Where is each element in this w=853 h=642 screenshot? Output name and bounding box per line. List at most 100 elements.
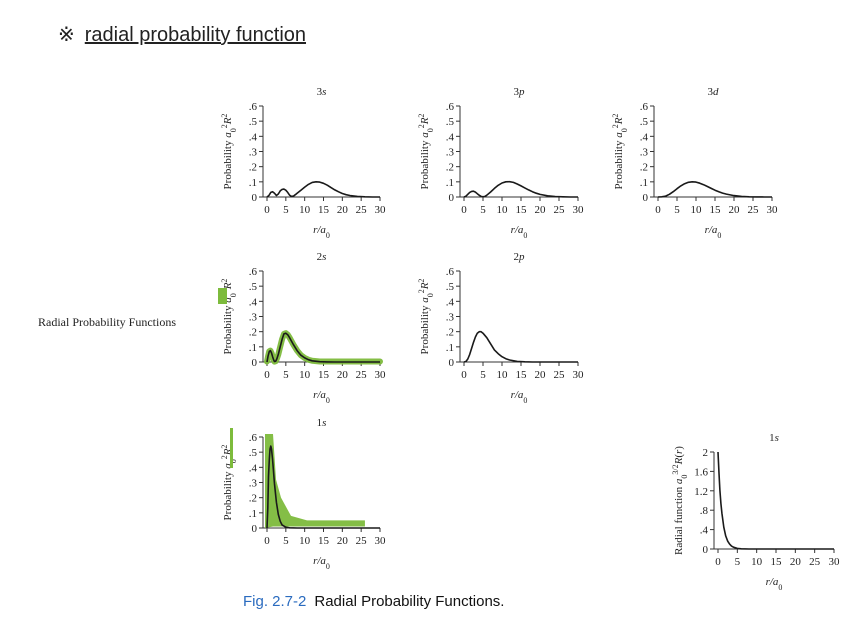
highlight-2s-curve <box>264 330 383 365</box>
y-axis-label: Probability a02R2 <box>417 279 435 355</box>
y-tick-label: .5 <box>249 281 258 293</box>
x-tick-label: 25 <box>748 204 760 216</box>
y-tick-label: 0 <box>252 523 258 535</box>
x-tick-label: 0 <box>264 369 270 381</box>
x-tick-label: 20 <box>535 369 547 381</box>
x-tick-label: 5 <box>283 204 289 216</box>
x-tick-label: 10 <box>751 556 763 568</box>
x-tick-label: 5 <box>480 204 486 216</box>
y-tick-label: .4 <box>640 131 649 143</box>
y-tick-label: .1 <box>640 177 648 189</box>
reference-mark-icon: ※ <box>58 24 75 46</box>
x-tick-label: 0 <box>715 556 721 568</box>
y-tick-label: .3 <box>249 147 258 159</box>
x-axis-label: r/a0 <box>511 389 528 405</box>
x-tick-label: 30 <box>375 535 387 547</box>
chart-title: 3p <box>514 86 526 98</box>
page-heading: ※ radial probability function <box>58 22 306 47</box>
caption-figure-number: Fig. 2.7-2 <box>243 593 307 610</box>
highlight-1s-region <box>265 433 365 528</box>
y-tick-label: .4 <box>249 296 258 308</box>
y-tick-label: .4 <box>446 131 455 143</box>
y-tick-label: .3 <box>446 312 455 324</box>
x-tick-label: 20 <box>729 204 741 216</box>
y-tick-label: 0 <box>643 192 649 204</box>
series-line-3p <box>463 180 578 198</box>
x-tick-label: 15 <box>516 204 528 216</box>
chart-2p-4: 0 5 10 15 20 25 30 0 .1 .2 .3 .4 .5 .6 2p r/a0 Probabili… <box>417 251 585 405</box>
chart-2s-3: 0 5 10 15 20 25 30 0 .1 .2 .3 .4 .5 .6 2s r/a0 Probabili… <box>218 251 386 405</box>
y-axis-label: Probability a02R2 <box>417 114 435 190</box>
y-axis-label: Probability a02R2 <box>220 114 238 190</box>
x-tick-label: 20 <box>337 535 349 547</box>
y-tick-label: .5 <box>640 116 649 128</box>
y-tick-label: .3 <box>249 312 258 324</box>
y-tick-label: 0 <box>449 357 455 369</box>
series-line-2p <box>463 330 578 363</box>
x-tick-label: 10 <box>497 369 509 381</box>
x-tick-label: 5 <box>480 369 486 381</box>
series-line-1s <box>266 445 380 529</box>
chart-title: 2s <box>317 251 327 263</box>
y-tick-label: .2 <box>249 493 257 505</box>
y-tick-label: .8 <box>700 505 709 517</box>
caption-text: Radial Probability Functions. <box>314 593 505 610</box>
y-tick-label: .1 <box>446 342 454 354</box>
x-tick-label: 0 <box>655 204 661 216</box>
x-axis-label: r/a0 <box>313 389 330 405</box>
highlight-1s-label-mark <box>230 428 233 468</box>
series-line-3d <box>657 181 772 198</box>
x-axis-label: r/a0 <box>313 555 330 571</box>
y-tick-label: .5 <box>249 116 258 128</box>
x-tick-label: 30 <box>573 204 585 216</box>
x-tick-label: 5 <box>283 535 289 547</box>
y-tick-label: .6 <box>446 266 455 278</box>
y-tick-label: .1 <box>446 177 454 189</box>
y-tick-label: 2 <box>703 447 709 459</box>
y-axis-label: Probability a02R2 <box>220 445 238 521</box>
y-tick-label: .5 <box>446 116 455 128</box>
x-axis-label: r/a0 <box>705 224 722 240</box>
chart-1s-6: 0 5 10 15 20 25 30 0 .4 .8 1.2 1.6 2 1s r/a0 Radial fun… <box>671 432 841 592</box>
y-tick-label: .6 <box>640 101 649 113</box>
x-tick-label: 25 <box>356 369 368 381</box>
y-axis-label: Probability a02R2 <box>611 114 629 190</box>
x-tick-label: 25 <box>554 369 566 381</box>
y-tick-label: .4 <box>249 462 258 474</box>
heading-text: radial probability function <box>84 24 307 46</box>
y-tick-label: .4 <box>700 525 709 537</box>
x-axis-label: r/a0 <box>313 224 330 240</box>
y-tick-label: .2 <box>446 162 454 174</box>
x-tick-label: 0 <box>264 535 270 547</box>
x-tick-label: 15 <box>318 535 330 547</box>
y-tick-label: .1 <box>249 508 257 520</box>
y-tick-label: .1 <box>249 342 257 354</box>
chart-1s-5: 0 5 10 15 20 25 30 0 .1 .2 .3 .4 .5 .6 1s r/a0 Probabili… <box>220 417 387 571</box>
series-line-3s <box>266 181 380 198</box>
x-tick-label: 30 <box>375 369 387 381</box>
x-tick-label: 30 <box>829 556 841 568</box>
x-tick-label: 5 <box>283 369 289 381</box>
x-tick-label: 20 <box>337 369 349 381</box>
x-tick-label: 25 <box>809 556 821 568</box>
x-tick-label: 10 <box>497 204 509 216</box>
y-tick-label: .1 <box>249 177 257 189</box>
y-tick-label: .6 <box>249 266 258 278</box>
chart-3d-2: 0 5 10 15 20 25 30 0 .1 .2 .3 .4 .5 .6 3d r/a0 Probabili… <box>611 86 779 240</box>
chart-title: 1s <box>317 417 327 429</box>
chart-title: 2p <box>514 251 526 263</box>
x-tick-label: 25 <box>554 204 566 216</box>
y-tick-label: 1.2 <box>694 486 708 498</box>
y-tick-label: .6 <box>249 432 258 444</box>
x-tick-label: 30 <box>767 204 779 216</box>
y-tick-label: 0 <box>252 357 258 369</box>
y-tick-label: .3 <box>446 147 455 159</box>
chart-3p-1: 0 5 10 15 20 25 30 0 .1 .2 .3 .4 .5 .6 3p r/a0 Probabili… <box>417 86 585 240</box>
y-tick-label: 1.6 <box>694 466 708 478</box>
chart-title: 3d <box>708 86 720 98</box>
y-tick-label: .3 <box>249 478 258 490</box>
x-tick-label: 5 <box>735 556 741 568</box>
x-tick-label: 15 <box>318 369 330 381</box>
x-tick-label: 10 <box>691 204 703 216</box>
chart-title: 3s <box>317 86 327 98</box>
